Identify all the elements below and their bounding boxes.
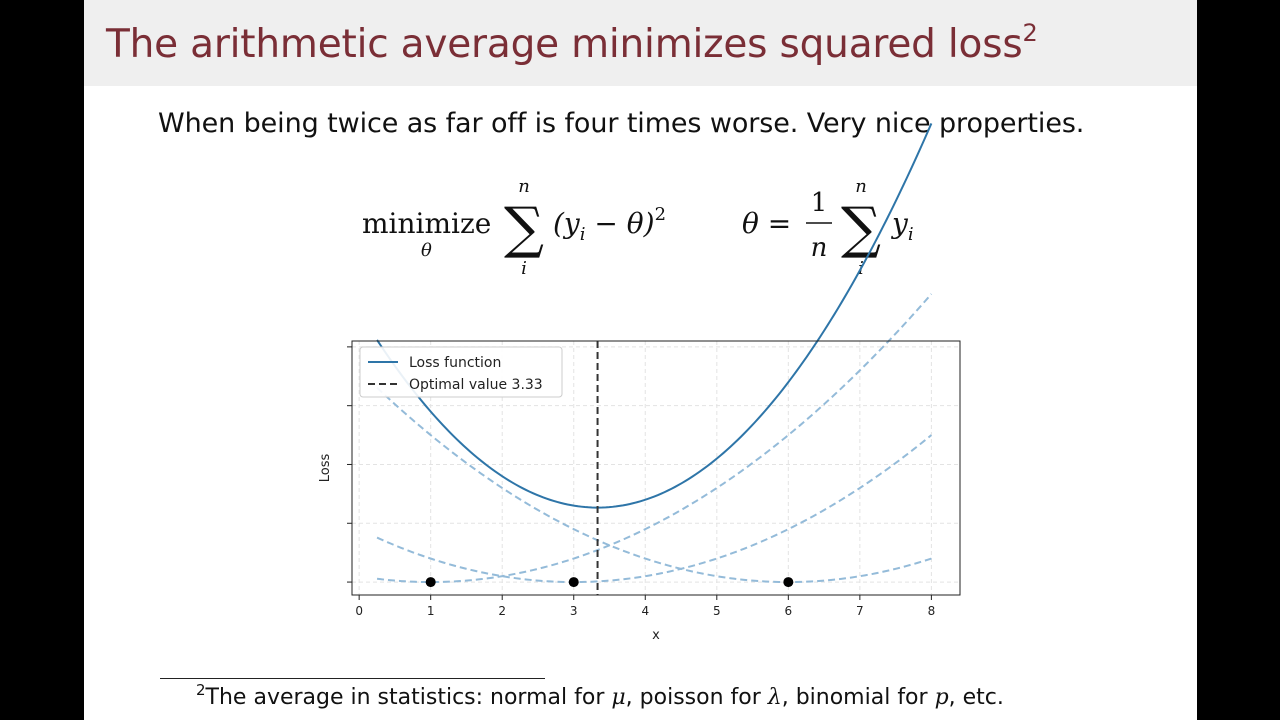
- slide-title: The arithmetic average minimizes squared…: [106, 19, 1038, 67]
- formula: minimize θ n ∑ i (yi − θ)2 θ = 1 n n ∑ i…: [362, 176, 914, 279]
- sum1-body-sup: 2: [655, 204, 666, 225]
- total-loss-curve: [376, 123, 933, 509]
- sum1-symbol: ∑: [504, 196, 544, 261]
- legend: Loss function Optimal value 3.33: [359, 346, 563, 398]
- footnote-text-3: , binomial for: [781, 685, 935, 710]
- fraction-numerator: 1: [811, 188, 828, 218]
- footnote-rule: [160, 678, 545, 679]
- sum2-body-sub: i: [908, 224, 914, 245]
- legend-label-optimal: Optimal value 3.33: [409, 377, 543, 393]
- sum1-body-sub: i: [580, 224, 586, 245]
- fraction-denominator: n: [811, 233, 828, 263]
- legend-label-loss: Loss function: [409, 355, 501, 371]
- x-tick-label: 3: [570, 604, 578, 618]
- title-footnote-mark: 2: [1022, 19, 1038, 47]
- sum1-lower: i: [521, 258, 527, 279]
- footnote-text-2: , poisson for: [625, 685, 768, 710]
- plot-frame: [351, 340, 961, 596]
- sum1-body-open: (y: [553, 207, 581, 240]
- minimize-subscript: θ: [421, 240, 432, 261]
- footnote: 2The average in statistics: normal for μ…: [196, 683, 1004, 711]
- sum2-body-y: y: [890, 207, 909, 240]
- title-bar: The arithmetic average minimizes squared…: [84, 0, 1197, 86]
- sum2-body: yi: [890, 207, 914, 245]
- data-point-6: [783, 577, 794, 588]
- slide: The arithmetic average minimizes squared…: [84, 0, 1197, 720]
- x-axis-label: x: [652, 628, 660, 643]
- footnote-p: p: [934, 685, 949, 710]
- y-axis-label: Loss: [318, 454, 333, 483]
- slide-title-text: The arithmetic average minimizes squared…: [106, 22, 1023, 67]
- sum2-upper: n: [855, 176, 867, 197]
- data-point-3: [568, 577, 579, 588]
- footnote-mu: μ: [611, 685, 626, 710]
- theta-equals: θ =: [742, 207, 791, 240]
- x-tick-label: 7: [856, 604, 864, 618]
- sum1-upper: n: [518, 176, 530, 197]
- plot-area: 0 1 2 3 4 5 6 7 8 x Loss Loss function Optimal value…: [318, 123, 961, 643]
- footnote-text-4: , etc.: [948, 685, 1004, 710]
- x-tick-label: 6: [785, 604, 793, 618]
- footnote-mark: 2: [196, 681, 206, 699]
- sum2-symbol: ∑: [841, 196, 881, 261]
- x-tick-label: 8: [928, 604, 936, 618]
- component-loss-curve-6: [376, 386, 932, 584]
- x-tick-label: 4: [641, 604, 649, 618]
- component-loss-curve-3: [376, 434, 933, 584]
- component-loss-curve-1: [376, 293, 933, 584]
- footnote-lambda: λ: [767, 685, 782, 710]
- slide-subtitle: When being twice as far off is four time…: [158, 108, 1085, 139]
- x-tick-label: 5: [713, 604, 721, 618]
- x-tick-label: 0: [355, 604, 363, 618]
- data-point-1: [425, 577, 436, 588]
- minimize-word: minimize: [362, 207, 491, 240]
- legend-box: [359, 346, 563, 398]
- loss-chart: 0 1 2 3 4 5 6 7 8 x Loss Loss function Optimal value…: [318, 123, 961, 643]
- footnote-text-1: The average in statistics: normal for: [205, 685, 612, 710]
- sum1-body: (yi − θ)2: [553, 204, 666, 245]
- sum1-body-rest: − θ): [586, 207, 655, 240]
- x-tick-label: 2: [498, 604, 506, 618]
- x-tick-label: 1: [427, 604, 435, 618]
